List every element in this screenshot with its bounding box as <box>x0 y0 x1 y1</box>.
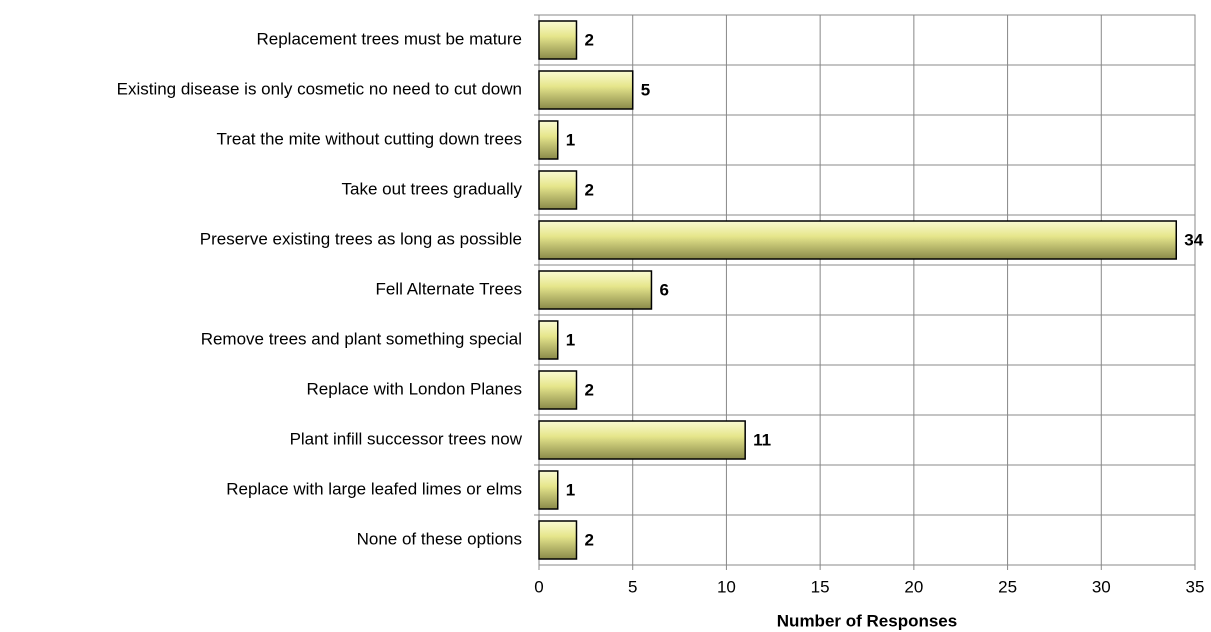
data-label: 5 <box>641 80 650 99</box>
x-tick-label: 20 <box>904 577 923 596</box>
y-tick-label: Existing disease is only cosmetic no nee… <box>117 79 522 98</box>
bar <box>538 370 578 410</box>
bar <box>538 170 578 210</box>
data-label: 2 <box>584 180 593 199</box>
y-tick-label: Replace with London Planes <box>307 379 522 398</box>
y-tick-label: Preserve existing trees as long as possi… <box>200 229 522 248</box>
data-label: 6 <box>659 280 668 299</box>
y-tick-label: Remove trees and plant something special <box>201 329 522 348</box>
bar <box>538 120 559 160</box>
x-tick-label: 0 <box>534 577 543 596</box>
bar <box>538 220 1178 260</box>
bar <box>538 420 746 460</box>
y-tick-label: Plant infill successor trees now <box>290 429 523 448</box>
data-label: 11 <box>753 430 771 449</box>
y-tick-label: Take out trees gradually <box>342 179 523 198</box>
y-tick-label: None of these options <box>357 529 522 548</box>
y-tick-label: Treat the mite without cutting down tree… <box>216 129 522 148</box>
bar <box>538 520 578 560</box>
x-tick-label: 15 <box>811 577 830 596</box>
x-tick-label: 35 <box>1186 577 1205 596</box>
bar <box>538 70 634 110</box>
data-label: 2 <box>584 380 593 399</box>
data-label: 34 <box>1184 230 1203 249</box>
data-label: 2 <box>584 530 593 549</box>
y-tick-label: Replacement trees must be mature <box>256 29 522 48</box>
bar <box>538 470 559 510</box>
y-tick-label: Replace with large leafed limes or elms <box>226 479 522 498</box>
data-label: 1 <box>566 330 575 349</box>
x-axis-title: Number of Responses <box>777 611 957 630</box>
y-tick-label: Fell Alternate Trees <box>376 279 522 298</box>
x-tick-label: 5 <box>628 577 637 596</box>
data-label: 2 <box>584 30 593 49</box>
data-label: 1 <box>566 480 575 499</box>
bar <box>538 320 559 360</box>
data-label: 1 <box>566 130 575 149</box>
bar <box>538 20 578 60</box>
x-tick-label: 10 <box>717 577 736 596</box>
bar <box>538 270 653 310</box>
x-tick-label: 30 <box>1092 577 1111 596</box>
x-tick-label: 25 <box>998 577 1017 596</box>
